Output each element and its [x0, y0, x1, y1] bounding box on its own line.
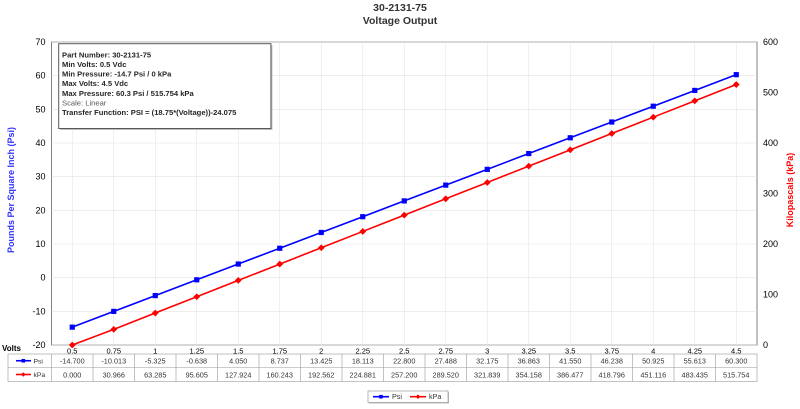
svg-text:-14.700: -14.700 [60, 357, 85, 366]
svg-text:Scale: Linear: Scale: Linear [62, 98, 107, 107]
svg-text:13.425: 13.425 [310, 357, 332, 366]
svg-text:Voltage Output: Voltage Output [363, 15, 438, 27]
svg-text:4.050: 4.050 [229, 357, 247, 366]
svg-text:500: 500 [763, 88, 778, 98]
svg-text:200: 200 [763, 239, 778, 249]
svg-text:0: 0 [40, 273, 45, 283]
svg-text:30-2131-75: 30-2131-75 [373, 2, 427, 14]
svg-text:-10: -10 [32, 306, 45, 316]
svg-text:46.238: 46.238 [601, 357, 623, 366]
svg-text:95.605: 95.605 [186, 370, 208, 379]
svg-text:160.243: 160.243 [267, 370, 293, 379]
svg-text:Psi: Psi [392, 392, 402, 401]
svg-text:0.000: 0.000 [63, 370, 81, 379]
svg-text:Pounds Per Square Inch (Psi): Pounds Per Square Inch (Psi) [6, 127, 16, 253]
svg-text:20: 20 [35, 205, 45, 215]
svg-text:-10.013: -10.013 [101, 357, 126, 366]
svg-text:257.200: 257.200 [391, 370, 417, 379]
svg-text:-0.638: -0.638 [186, 357, 207, 366]
svg-text:30.966: 30.966 [103, 370, 125, 379]
svg-text:192.562: 192.562 [308, 370, 334, 379]
svg-text:Kilopascals (kPa): Kilopascals (kPa) [785, 153, 795, 228]
svg-text:60.300: 60.300 [725, 357, 747, 366]
svg-text:Max Pressure: 60.3 Psi / 515.7: Max Pressure: 60.3 Psi / 515.754 kPa [62, 89, 194, 98]
svg-text:100: 100 [763, 290, 778, 300]
svg-text:386.477: 386.477 [557, 370, 583, 379]
svg-text:Min Volts: 0.5 Vdc: Min Volts: 0.5 Vdc [62, 60, 126, 69]
svg-text:600: 600 [763, 37, 778, 47]
svg-text:Transfer Function: PSI = (18.7: Transfer Function: PSI = (18.75*(Voltage… [62, 108, 237, 117]
svg-text:-20: -20 [32, 340, 45, 350]
svg-text:50: 50 [35, 104, 45, 114]
svg-text:27.488: 27.488 [435, 357, 457, 366]
svg-text:Min Pressure: -14.7 Psi / 0 kP: Min Pressure: -14.7 Psi / 0 kPa [62, 70, 172, 79]
svg-text:300: 300 [763, 189, 778, 199]
svg-text:Max Volts: 4.5 Vdc: Max Volts: 4.5 Vdc [62, 79, 128, 88]
svg-text:kPa: kPa [34, 372, 46, 379]
svg-text:483.435: 483.435 [682, 370, 708, 379]
svg-text:kPa: kPa [429, 392, 441, 401]
svg-text:30: 30 [35, 172, 45, 182]
svg-text:40: 40 [35, 138, 45, 148]
svg-text:418.796: 418.796 [599, 370, 625, 379]
svg-text:0: 0 [763, 340, 768, 350]
svg-text:8.737: 8.737 [271, 357, 289, 366]
svg-text:22.800: 22.800 [393, 357, 415, 366]
svg-text:41.550: 41.550 [559, 357, 581, 366]
svg-text:-5.325: -5.325 [145, 357, 166, 366]
svg-text:63.285: 63.285 [144, 370, 166, 379]
svg-text:515.754: 515.754 [723, 370, 749, 379]
svg-text:321.839: 321.839 [474, 370, 500, 379]
svg-text:451.116: 451.116 [640, 370, 666, 379]
svg-text:127.924: 127.924 [225, 370, 251, 379]
svg-text:18.113: 18.113 [352, 357, 374, 366]
svg-text:400: 400 [763, 138, 778, 148]
svg-text:Volts: Volts [2, 344, 22, 353]
svg-text:Part Number: 30-2131-75: Part Number: 30-2131-75 [62, 51, 152, 60]
svg-text:60: 60 [35, 71, 45, 81]
svg-text:354.158: 354.158 [516, 370, 542, 379]
svg-text:10: 10 [35, 239, 45, 249]
svg-text:36.863: 36.863 [518, 357, 540, 366]
svg-text:32.175: 32.175 [476, 357, 498, 366]
svg-text:Psi: Psi [34, 358, 44, 365]
svg-text:224.881: 224.881 [350, 370, 376, 379]
svg-text:55.613: 55.613 [684, 357, 706, 366]
svg-text:289.520: 289.520 [433, 370, 459, 379]
svg-text:70: 70 [35, 37, 45, 47]
svg-text:50.925: 50.925 [642, 357, 664, 366]
